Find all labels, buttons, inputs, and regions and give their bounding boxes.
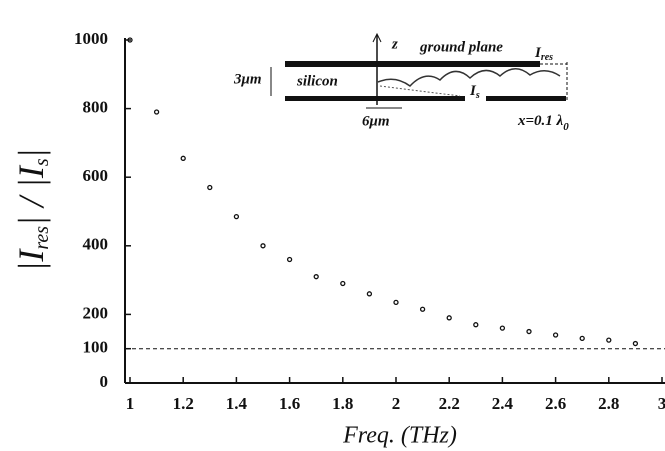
- x-tick-label: 1.8: [332, 394, 353, 413]
- bottom-plate: [486, 96, 566, 101]
- x-tick-label: 2.8: [598, 394, 619, 413]
- label-subscript: s: [475, 90, 480, 101]
- label-main: I: [534, 45, 542, 61]
- y-label-subscript: s: [31, 158, 53, 166]
- y-label-part: |: [11, 148, 51, 158]
- data-point: [473, 322, 479, 328]
- data-point: [207, 184, 213, 191]
- data-point: [526, 328, 532, 335]
- y-tick-label: 1000: [74, 29, 108, 48]
- label-main: I: [469, 83, 477, 99]
- data-point: [313, 274, 319, 280]
- x-tick-label: 3: [658, 394, 665, 413]
- width-label: 6μm: [362, 113, 390, 129]
- x-tick-label: 1.2: [173, 394, 194, 413]
- data-point: [632, 340, 639, 347]
- y-tick-label: 200: [83, 303, 109, 322]
- silicon-label: silicon: [296, 73, 338, 89]
- y-tick-label: 400: [83, 235, 109, 254]
- x-tick-label: 2.6: [545, 394, 566, 413]
- data-point: [233, 213, 240, 220]
- x-position-label: x=0.1 λ0: [517, 113, 569, 132]
- wave: [377, 68, 561, 87]
- y-axis-label: |Ires| / |Is|: [11, 148, 52, 271]
- data-point: [340, 280, 346, 287]
- data-point: [499, 325, 506, 331]
- x-tick-label: 1: [126, 394, 135, 413]
- label-subscript: 0: [563, 121, 569, 133]
- current-line: [379, 85, 461, 97]
- data-point: [180, 155, 186, 161]
- ground-plane-label: ground plane: [419, 39, 503, 55]
- x-tick-label: 2.4: [492, 394, 514, 413]
- data-point: [366, 291, 373, 297]
- y-tick-label: 600: [83, 166, 109, 185]
- y-label-part: |I: [11, 248, 51, 272]
- thickness-label: 3μm: [233, 71, 262, 87]
- x-axis-label: Freq. (THz): [342, 423, 457, 449]
- label-subscript: res: [541, 52, 553, 63]
- arrow: [372, 32, 382, 43]
- x-tick-label: 2.2: [439, 394, 460, 413]
- ground-plate: [285, 61, 540, 67]
- bottom-plate: [285, 96, 465, 101]
- y-label-subscript: res: [31, 226, 53, 250]
- data-point: [286, 256, 293, 263]
- data-point: [260, 243, 266, 249]
- y-tick-label: 800: [83, 98, 109, 117]
- y-tick-label: 0: [100, 372, 109, 391]
- data-point: [153, 109, 160, 115]
- data-point: [127, 37, 133, 43]
- x-tick-label: 2: [392, 394, 401, 413]
- i-res-label: Ires: [534, 45, 553, 63]
- y-tick-label: 100: [83, 338, 109, 357]
- data-point: [419, 306, 426, 312]
- data-point: [393, 299, 399, 306]
- label-main: x=0.1 λ: [517, 113, 564, 129]
- data-point: [579, 335, 585, 342]
- x-tick-label: 1.4: [226, 394, 248, 413]
- x-tick-label: 1.6: [279, 394, 300, 413]
- y-label-part: | / |I: [11, 164, 51, 226]
- data-point: [552, 332, 559, 338]
- inset-diagram: z ground plane Ires silicon 3μm Is 6μm x…: [233, 32, 569, 133]
- i-s-label: Is: [469, 83, 480, 101]
- z-label: z: [391, 36, 398, 52]
- data-point: [446, 315, 452, 321]
- data-point: [606, 337, 612, 343]
